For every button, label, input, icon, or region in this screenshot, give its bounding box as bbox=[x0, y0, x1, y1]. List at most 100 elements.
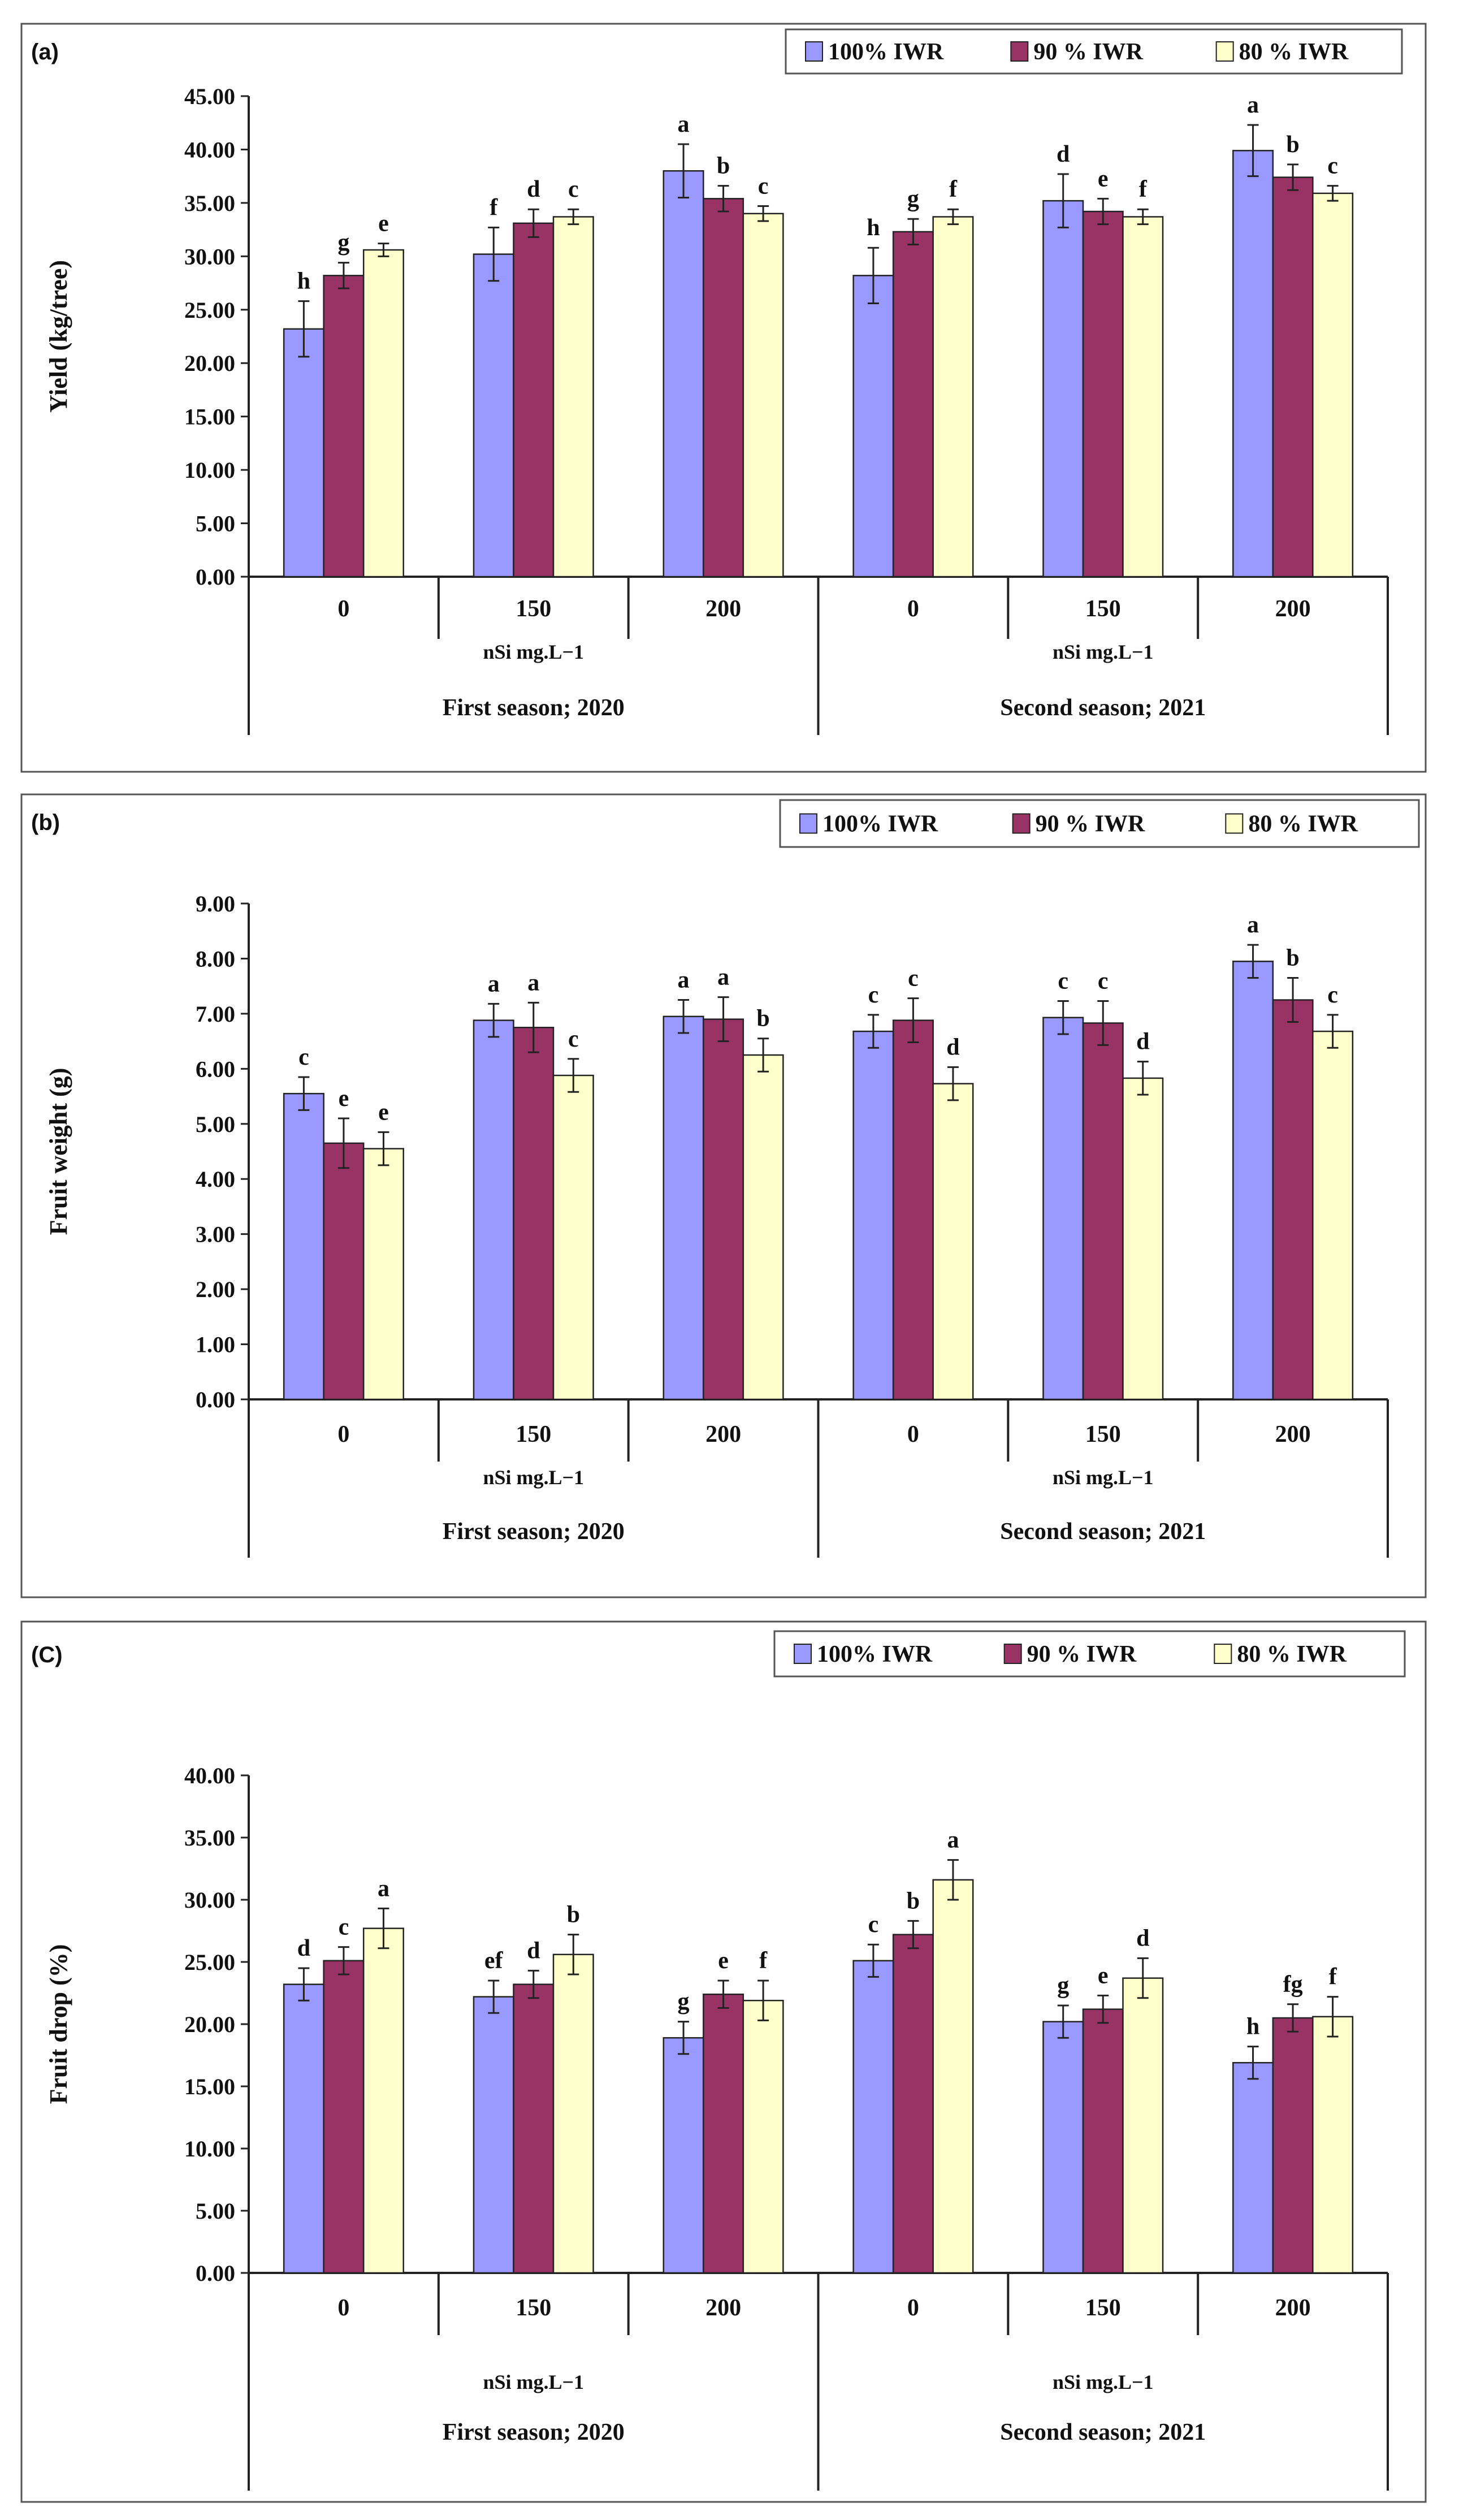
bar bbox=[852, 1960, 894, 2274]
x-category-label: 200 bbox=[1275, 1421, 1311, 1447]
y-tick-label: 20.00 bbox=[184, 351, 235, 376]
bar bbox=[932, 1879, 974, 2274]
legend-box bbox=[773, 1630, 1406, 1678]
y-tick-label: 2.00 bbox=[196, 1277, 235, 1302]
y-tick-label: 10.00 bbox=[184, 2136, 235, 2162]
group-season-label: Second season; 2021 bbox=[1000, 695, 1206, 721]
significance-letter: b bbox=[1286, 945, 1299, 971]
legend-box bbox=[779, 799, 1420, 848]
legend-label-2: 90 % IWR bbox=[1033, 39, 1143, 65]
significance-letter: a bbox=[378, 1875, 389, 1901]
significance-letter: c bbox=[868, 1912, 879, 1938]
y-tick-label: 9.00 bbox=[196, 891, 235, 917]
significance-letter: a bbox=[1247, 912, 1259, 938]
bar bbox=[1122, 216, 1164, 578]
bar bbox=[323, 1960, 365, 2274]
x-category-label: 0 bbox=[907, 1421, 919, 1447]
group-unit-label: nSi mg.L−1 bbox=[483, 1466, 584, 1489]
group-unit-label: nSi mg.L−1 bbox=[483, 641, 584, 663]
group-season-label: Second season; 2021 bbox=[1000, 2419, 1206, 2445]
significance-letter: a bbox=[717, 965, 729, 991]
x-category-label: 0 bbox=[907, 2295, 919, 2321]
significance-letter: f bbox=[949, 176, 958, 202]
significance-letter: a bbox=[488, 971, 500, 997]
group-season-label: First season; 2020 bbox=[443, 1519, 625, 1545]
bar bbox=[473, 1996, 514, 2274]
significance-letter: d bbox=[946, 1034, 959, 1060]
panel-frame bbox=[20, 793, 1427, 1598]
significance-letter: f bbox=[1329, 1964, 1337, 1990]
x-category-label: 150 bbox=[516, 596, 551, 622]
legend-box bbox=[785, 28, 1403, 75]
legend-swatch-2 bbox=[1012, 813, 1031, 834]
legend-label-1: 100% IWR bbox=[822, 811, 938, 837]
bar bbox=[1122, 1077, 1164, 1401]
y-tick-label: 40.00 bbox=[184, 1763, 235, 1788]
bar bbox=[362, 1148, 404, 1401]
bar bbox=[552, 1074, 594, 1401]
significance-letter: h bbox=[297, 269, 310, 295]
bar bbox=[283, 1983, 324, 2274]
significance-letter: f bbox=[759, 1948, 768, 1974]
y-tick-label: 8.00 bbox=[196, 946, 235, 971]
bar bbox=[283, 328, 324, 578]
bar bbox=[1042, 200, 1084, 578]
significance-letter: d bbox=[1057, 141, 1070, 167]
chart-panel-2: (b) 100% IWR 90 % IWR 80 % IWR 0.00 1.00 2.00 3… bbox=[20, 793, 1427, 1598]
y-tick-label: 45.00 bbox=[184, 84, 235, 109]
panel-label: (a) bbox=[31, 40, 59, 64]
bar bbox=[1232, 961, 1274, 1401]
bar bbox=[892, 231, 934, 578]
significance-letter: c bbox=[298, 1044, 309, 1070]
significance-letter: e bbox=[718, 1948, 729, 1974]
significance-letter: g bbox=[337, 230, 349, 256]
significance-letter: c bbox=[1327, 982, 1338, 1008]
bar bbox=[663, 1015, 704, 1401]
significance-letter: b bbox=[907, 1888, 920, 1914]
bar bbox=[932, 1083, 974, 1401]
bar bbox=[742, 1999, 784, 2274]
bar bbox=[852, 1030, 894, 1401]
group-unit-label: nSi mg.L−1 bbox=[1053, 1466, 1154, 1489]
legend-label-3: 80 % IWR bbox=[1248, 811, 1358, 837]
significance-letter: d bbox=[527, 176, 540, 202]
x-category-label: 150 bbox=[1085, 2295, 1121, 2321]
y-tick-label: 6.00 bbox=[196, 1056, 235, 1082]
legend-label-2: 90 % IWR bbox=[1027, 1641, 1137, 1667]
y-axis-title: Fruit weight (g) bbox=[45, 1068, 72, 1235]
y-tick-label: 30.00 bbox=[184, 244, 235, 269]
significance-letter: c bbox=[1098, 968, 1109, 994]
x-category-label: 0 bbox=[907, 596, 919, 622]
bar bbox=[1042, 2021, 1084, 2274]
bar bbox=[742, 213, 784, 578]
group-unit-label: nSi mg.L−1 bbox=[1053, 641, 1154, 663]
bar bbox=[703, 1018, 744, 1401]
significance-letter: a bbox=[678, 111, 690, 137]
significance-letter: e bbox=[378, 211, 389, 237]
bar bbox=[852, 275, 894, 578]
y-tick-label: 0.00 bbox=[196, 2260, 235, 2286]
y-tick-label: 0.00 bbox=[196, 1387, 235, 1412]
legend: 100% IWR 90 % IWR 80 % IWR bbox=[779, 799, 1420, 848]
y-axis-title: Fruit drop (%) bbox=[45, 1944, 72, 2104]
significance-letter: f bbox=[490, 194, 498, 221]
legend-swatch-2 bbox=[1010, 41, 1029, 62]
significance-letter: c bbox=[758, 174, 769, 200]
bar bbox=[1232, 150, 1274, 578]
bar bbox=[1122, 1977, 1164, 2274]
x-category-label: 0 bbox=[337, 1421, 349, 1447]
y-tick-label: 5.00 bbox=[196, 511, 235, 537]
group-season-label: Second season; 2021 bbox=[1000, 1519, 1206, 1545]
y-tick-label: 15.00 bbox=[184, 2074, 235, 2099]
bar bbox=[663, 2037, 704, 2274]
x-category-label: 200 bbox=[1275, 596, 1311, 622]
significance-letter: c bbox=[908, 966, 919, 992]
significance-letter: h bbox=[867, 215, 880, 241]
legend-swatch-2 bbox=[1003, 1644, 1022, 1664]
bar bbox=[1042, 1017, 1084, 1401]
significance-letter: a bbox=[1247, 92, 1259, 118]
y-tick-label: 7.00 bbox=[196, 1001, 235, 1027]
significance-letter: d bbox=[527, 1938, 540, 1964]
bar bbox=[892, 1019, 934, 1401]
panel-label: (C) bbox=[31, 1642, 63, 1667]
